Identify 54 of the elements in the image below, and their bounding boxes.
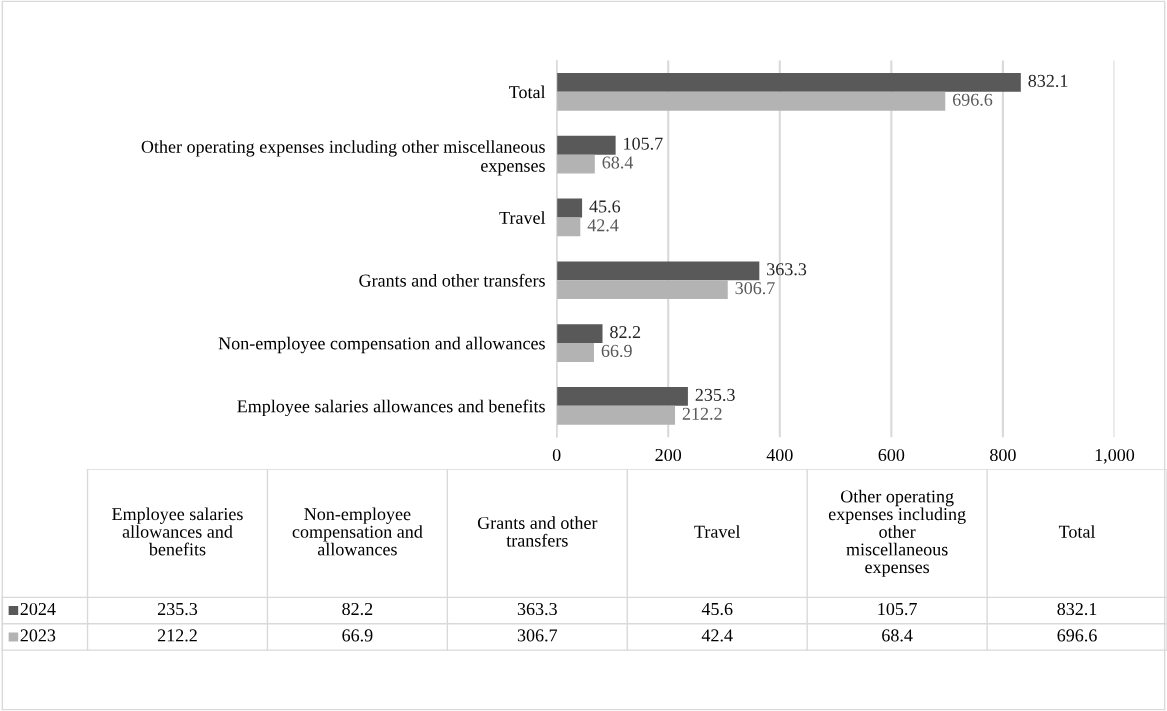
data-label: 82.2: [610, 325, 641, 339]
y-tick-label: Grants and other transfers: [359, 273, 545, 287]
data-label: 235.3: [157, 602, 198, 616]
data-label: 45.6: [701, 602, 733, 616]
bar: [556, 261, 760, 281]
data-label: 306.7: [735, 282, 775, 295]
data-label: 306.7: [517, 629, 558, 642]
bar: [556, 198, 583, 218]
data-label: 235.3: [695, 388, 735, 402]
x-tick-label: 600: [878, 448, 905, 462]
data-label: 82.2: [342, 602, 373, 616]
data-label: 832.1: [1057, 602, 1097, 616]
y-tick-label: Travel: [499, 211, 546, 224]
data-label: 363.3: [517, 602, 557, 616]
y-tick-label: Total: [509, 85, 546, 99]
data-label: 66.9: [601, 344, 632, 358]
x-tick-label: 800: [990, 448, 1016, 462]
x-tick-label: 0: [552, 448, 561, 462]
y-tick-label: Other operating expenses including other miscellaneous expenses: [141, 140, 545, 176]
data-label: 212.2: [682, 407, 722, 420]
category-label: Other operating expenses including other miscellaneous expenses: [828, 489, 966, 577]
legend-label: 2023: [20, 629, 56, 642]
bar: [556, 217, 581, 237]
category-label: Travel: [694, 525, 741, 538]
x-tick-label: 1,000: [1095, 448, 1135, 464]
bar: [556, 324, 603, 344]
y-tick-label: Non-employee compensation and allowances: [218, 336, 545, 354]
data-label: 105.7: [878, 602, 917, 616]
category-label: Total: [1058, 525, 1096, 538]
data-label: 105.7: [624, 137, 663, 150]
bar: [556, 135, 616, 155]
data-label: 45.6: [589, 200, 621, 213]
legend-label: 2024: [20, 602, 56, 616]
data-label: 696.6: [1057, 629, 1097, 642]
data-label: 68.4: [602, 156, 634, 169]
bar: [556, 280, 728, 300]
bar: [556, 91, 946, 111]
data-label: 696.6: [952, 93, 993, 106]
data-label: 832.1: [1028, 74, 1068, 88]
bar: [556, 154, 595, 174]
data-label: 363.3: [767, 263, 807, 276]
bar: [556, 387, 688, 406]
x-tick-label: 400: [766, 448, 793, 462]
category-label: Employee salaries allowances and benefits: [112, 507, 243, 556]
data-label: 68.4: [882, 629, 913, 642]
data-label: 42.4: [701, 629, 733, 642]
y-tick-label: Employee salaries allowances and benefits: [237, 399, 545, 417]
bar: [556, 405, 676, 425]
bar: [556, 73, 1021, 92]
data-label: 212.2: [157, 629, 197, 642]
data-label: 66.9: [342, 629, 373, 642]
data-label: 42.4: [587, 219, 619, 232]
bar: [556, 343, 594, 362]
x-tick-label: 200: [655, 448, 682, 462]
